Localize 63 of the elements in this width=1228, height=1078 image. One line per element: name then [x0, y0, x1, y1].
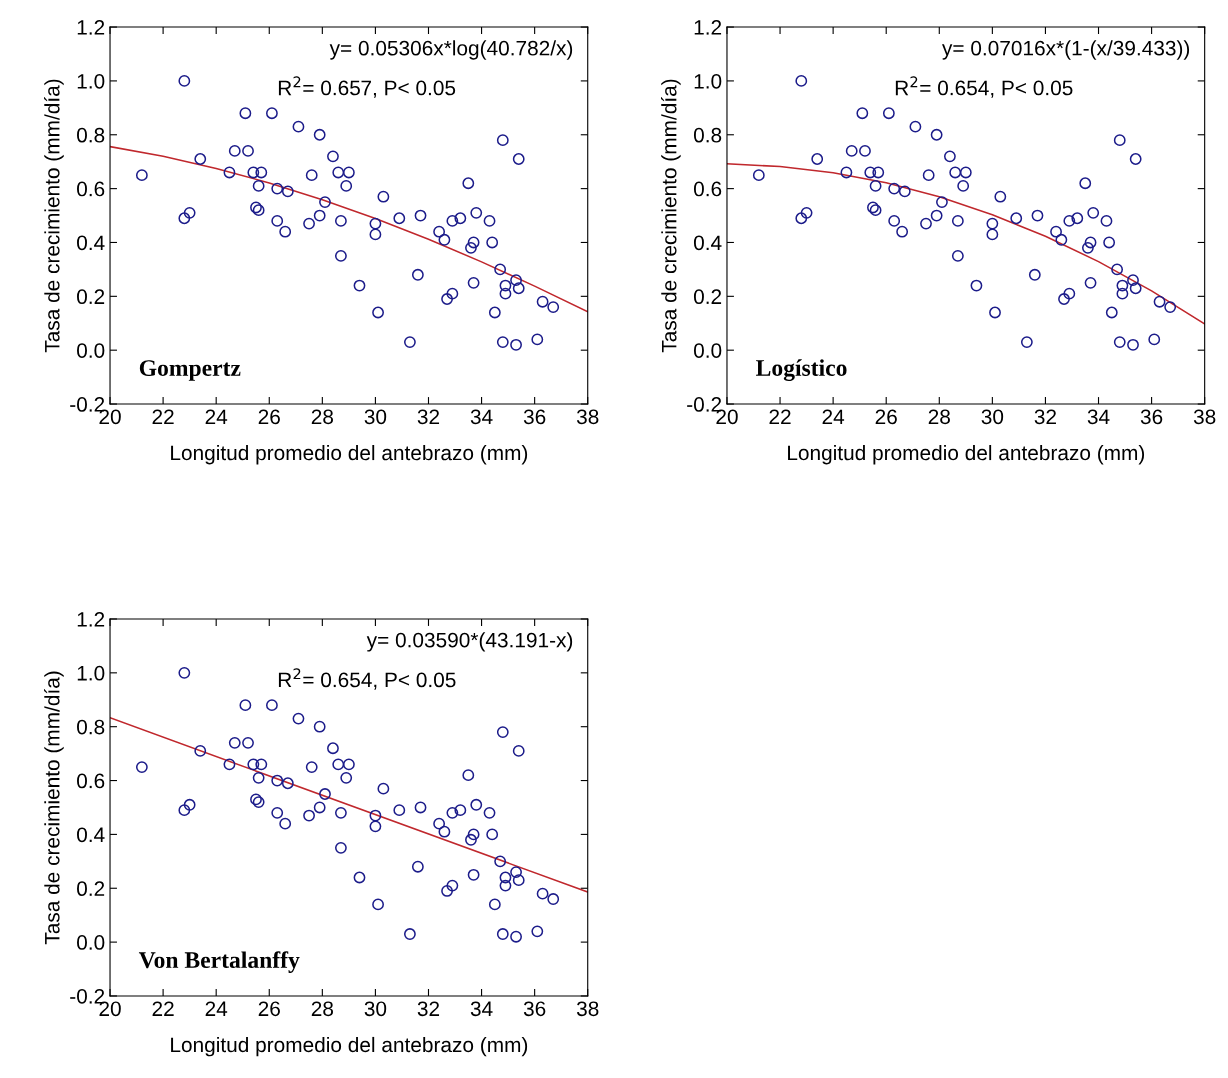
- annotation: R$^{2}$= 0.654, P< 0.05: [278, 668, 456, 690]
- annotation: Von Bertalanffy: [138, 951, 300, 973]
- x-tick-label: 32: [417, 1001, 440, 1017]
- y-tick-label: 0.8: [77, 719, 105, 735]
- y-tick-label: 0.0: [77, 935, 105, 950]
- x-tick-label: 36: [523, 409, 546, 425]
- x-tick-label: 22: [152, 409, 174, 424]
- x-tick-label: 24: [822, 409, 845, 424]
- x-axis-title: Longitud promedio del antebrazo (mm): [171, 444, 528, 465]
- x-tick-label: 30: [364, 1001, 387, 1017]
- x-tick-label: 26: [258, 1001, 280, 1017]
- y-axis-title: Tasa de crecimiento (mm/día): [44, 671, 64, 945]
- y-tick-label: 1.2: [694, 20, 722, 35]
- y-tick-label: 0.4: [693, 235, 722, 251]
- x-tick-label: 22: [769, 409, 791, 424]
- x-axis-title: Longitud promedio del antebrazo (mm): [171, 1036, 528, 1057]
- x-tick-label: 32: [1034, 409, 1056, 425]
- x-tick-label: 26: [875, 409, 897, 425]
- y-tick-label: 1.0: [694, 73, 722, 89]
- y-tick-label: 1.0: [77, 73, 105, 89]
- x-tick-label: 28: [311, 409, 334, 425]
- x-tick-label: 38: [576, 1001, 599, 1017]
- x-tick-label: 28: [311, 1001, 334, 1017]
- x-tick-label: 38: [576, 409, 599, 425]
- y-tick-label: 0.4: [77, 827, 105, 843]
- y-tick-label: 0.6: [77, 773, 105, 789]
- y-tick-label: 0.0: [693, 343, 722, 358]
- annotation: y= 0.03590*(43.191-x): [366, 632, 573, 652]
- y-tick-label: 1.0: [77, 665, 105, 681]
- x-tick-label: 30: [364, 409, 387, 425]
- x-tick-label: 34: [470, 409, 493, 425]
- y-tick-label: 0.8: [77, 127, 105, 143]
- y-tick-label: 0.2: [77, 881, 105, 897]
- y-tick-label: 0.6: [77, 181, 105, 197]
- annotation: R$^{2}$= 0.657, P< 0.05: [278, 76, 456, 98]
- x-tick-label: 24: [205, 409, 228, 424]
- y-tick-label: 0.0: [77, 343, 105, 358]
- x-tick-label: 34: [470, 1001, 493, 1017]
- x-tick-label: 38: [1193, 409, 1216, 425]
- annotation: Gompertz: [139, 360, 241, 381]
- x-tick-label: 36: [1140, 409, 1163, 425]
- y-tick-label: 0.6: [693, 181, 722, 197]
- y-axis-title: Tasa de crecimiento (mm/día): [44, 79, 64, 353]
- y-axis-title: Tasa de crecimiento (mm/día): [661, 79, 681, 353]
- x-tick-label: 36: [523, 1001, 546, 1017]
- annotation: y= 0.05306x*log(40.782/x): [329, 40, 573, 60]
- annotation: Logístico: [756, 359, 847, 381]
- y-tick-label: 0.4: [77, 235, 105, 251]
- x-axis-title: Longitud promedio del antebrazo (mm): [788, 444, 1145, 465]
- annotation: R$^{2}$= 0.654, P< 0.05: [895, 76, 1073, 98]
- x-tick-label: 34: [1087, 409, 1110, 425]
- y-tick-label: 0.8: [693, 127, 722, 143]
- y-tick-label: 0.2: [693, 289, 722, 305]
- y-tick-label: 0.2: [77, 289, 105, 305]
- annotation: y= 0.07016x*(1-(x/39.433)): [942, 40, 1190, 60]
- y-tick-label: 1.2: [77, 611, 105, 627]
- x-tick-label: 26: [258, 409, 280, 425]
- y-tick-label: 1.2: [77, 20, 105, 35]
- x-tick-label: 24: [205, 1001, 228, 1016]
- x-tick-label: 32: [417, 409, 440, 425]
- x-tick-label: 28: [928, 409, 950, 425]
- x-tick-label: 22: [152, 1001, 174, 1016]
- x-tick-label: 30: [981, 409, 1004, 425]
